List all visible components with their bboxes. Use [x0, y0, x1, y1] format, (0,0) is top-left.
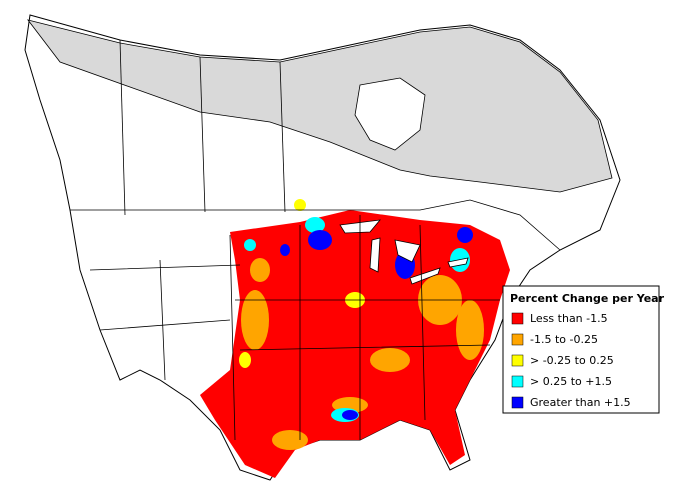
- patch: [370, 348, 410, 372]
- lake-michigan: [369, 237, 381, 273]
- legend-label: > -0.25 to 0.25: [530, 354, 614, 367]
- legend-title: Percent Change per Year: [510, 292, 665, 305]
- legend: Percent Change per Year Less than -1.5 -1…: [502, 285, 665, 414]
- lake-ontario: [447, 257, 469, 268]
- legend-swatch: [511, 333, 524, 346]
- patch: [294, 199, 306, 211]
- legend-label: > 0.25 to +1.5: [530, 375, 612, 388]
- border: [199, 56, 206, 213]
- legend-swatch: [511, 312, 524, 325]
- border: [70, 199, 561, 251]
- orange-patches: [241, 258, 484, 450]
- legend-box: [502, 285, 660, 414]
- legend-label: Less than -1.5: [530, 312, 608, 325]
- lake-erie: [409, 267, 441, 285]
- patch: [308, 230, 332, 250]
- legend-label: -1.5 to -0.25: [530, 333, 598, 346]
- patch: [280, 244, 290, 256]
- border: [235, 215, 500, 440]
- legend-swatch: [511, 375, 524, 388]
- border: [279, 61, 286, 213]
- patch: [241, 290, 269, 350]
- legend-swatch: [511, 354, 524, 367]
- legend-swatch: [511, 396, 524, 409]
- patch: [457, 227, 473, 243]
- patch: [250, 258, 270, 282]
- great-lakes: [339, 219, 469, 285]
- patch: [305, 217, 325, 233]
- no-data-region: [26, 19, 613, 193]
- borders: [70, 39, 561, 441]
- patch: [342, 410, 358, 420]
- patch: [244, 239, 256, 251]
- hudson-bay: [354, 77, 426, 151]
- border: [119, 39, 126, 216]
- patch: [456, 300, 484, 360]
- border: [89, 234, 241, 441]
- legend-label: Greater than +1.5: [530, 396, 631, 409]
- lake-huron: [394, 239, 421, 263]
- patch: [239, 352, 251, 368]
- patch: [272, 430, 308, 450]
